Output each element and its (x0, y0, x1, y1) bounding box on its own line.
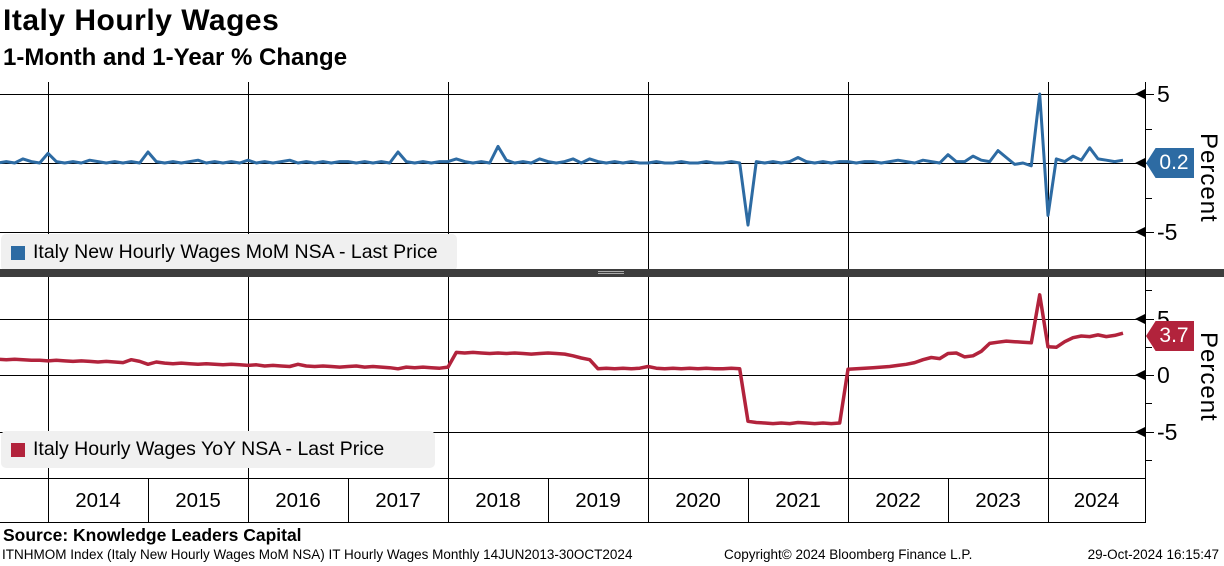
year-separator (548, 479, 549, 523)
axis-tick-major (1145, 431, 1154, 433)
y-axis-title-bottom: Percent (1195, 332, 1222, 422)
yoy-line-chart (0, 293, 1124, 426)
right-axis-line (1145, 82, 1146, 523)
copyright-text: Copyright© 2024 Bloomberg Finance L.P. (724, 547, 973, 562)
year-label: 2014 (75, 489, 121, 512)
panel-yoy: Italy Hourly Wages YoY NSA - Last Price (0, 277, 1146, 478)
axis-tick-arrow-icon (1135, 158, 1145, 168)
x-gridline (48, 277, 49, 478)
year-separator (848, 479, 849, 523)
legend-mom[interactable]: Italy New Hourly Wages MoM NSA - Last Pr… (1, 234, 457, 270)
axis-tick-arrow-icon (1135, 227, 1145, 237)
x-axis-band: 2014 2015 2016 2017 2018 2019 2020 2021 2022 2023… (0, 478, 1146, 523)
year-separator (1048, 479, 1049, 523)
y-gridline (0, 163, 1145, 164)
y-gridline (0, 431, 1145, 433)
axis-tick-minor (1146, 459, 1152, 461)
year-label: 2020 (675, 489, 721, 512)
y-gridline (0, 318, 1145, 320)
axis-tick-minor (1146, 128, 1152, 130)
year-label: 2021 (775, 489, 821, 512)
x-gridline (448, 277, 449, 478)
y-gridline (0, 94, 1145, 95)
axis-tick-minor (1146, 290, 1152, 292)
x-gridline (48, 82, 49, 270)
axis-tick-label: -5 (1157, 219, 1178, 245)
axis-tick-major (1145, 94, 1154, 95)
year-label: 2017 (375, 489, 421, 512)
panel-mom: Italy New Hourly Wages MoM NSA - Last Pr… (0, 82, 1146, 270)
year-separator (748, 479, 749, 523)
year-label: 2015 (175, 489, 221, 512)
legend-label-mom: Italy New Hourly Wages MoM NSA - Last Pr… (33, 241, 438, 263)
axis-tick-arrow-icon (1135, 89, 1145, 99)
year-label: 2019 (575, 489, 621, 512)
year-separator (948, 479, 949, 523)
year-label: 2024 (1073, 489, 1120, 512)
x-gridline (248, 277, 249, 478)
axis-tick-minor (1146, 346, 1152, 348)
legend-label-yoy: Italy Hourly Wages YoY NSA - Last Price (33, 438, 385, 460)
legend-swatch-yoy (11, 442, 25, 457)
ticker-info-text: ITNHMOM Index (Italy New Hourly Wages Mo… (2, 547, 633, 562)
page-subtitle: 1-Month and 1-Year % Change (3, 44, 348, 71)
timestamp-text: 29-Oct-2024 16:15:47 (1087, 547, 1219, 562)
year-label: 2022 (875, 489, 921, 512)
axis-tick-minor (1146, 197, 1152, 199)
footer-bar: ITNHMOM Index (Italy New Hourly Wages Mo… (0, 547, 1224, 564)
year-separator (348, 479, 349, 523)
y-axis-title-top: Percent (1195, 133, 1222, 223)
y-gridline (0, 232, 1145, 233)
x-gridline (648, 277, 649, 478)
year-separator (48, 479, 49, 523)
axis-tick-label: 5 (1157, 81, 1170, 107)
year-separator (448, 479, 449, 523)
mom-series-line (0, 92, 1124, 227)
mom-line-chart (0, 92, 1124, 227)
axis-tick-label: -5 (1157, 418, 1178, 445)
x-gridline (648, 82, 649, 270)
panel-divider-grip[interactable] (598, 271, 624, 275)
yoy-series-line (0, 293, 1124, 426)
axis-tick-arrow-icon (1135, 426, 1145, 437)
axis-tick-major (1145, 375, 1154, 376)
x-gridline (1048, 277, 1049, 478)
axis-tick-major (1145, 232, 1154, 233)
x-gridline (1048, 82, 1049, 270)
year-separator (648, 479, 649, 523)
x-gridline (448, 82, 449, 270)
legend-yoy[interactable]: Italy Hourly Wages YoY NSA - Last Price (1, 431, 435, 468)
axis-tick-major (1145, 318, 1154, 320)
year-label: 2023 (975, 489, 1021, 512)
axis-tick-label: 0 (1157, 362, 1170, 388)
x-gridline (248, 82, 249, 270)
axis-tick-arrow-icon (1135, 313, 1145, 324)
year-separator (148, 479, 149, 523)
last-price-tag-yoy: 3.7 (1146, 321, 1194, 351)
last-price-tag-mom: 0.2 (1146, 148, 1194, 178)
year-separator (248, 479, 249, 523)
axis-tick-arrow-icon (1135, 370, 1145, 380)
axis-tick-minor (1146, 403, 1152, 405)
source-text: Source: Knowledge Leaders Capital (3, 525, 302, 545)
year-label: 2018 (475, 489, 521, 512)
page-title: Italy Hourly Wages (3, 4, 280, 37)
y-gridline (0, 375, 1145, 376)
legend-swatch-mom (11, 245, 25, 260)
year-label: 2016 (275, 489, 321, 512)
x-gridline (848, 82, 849, 270)
